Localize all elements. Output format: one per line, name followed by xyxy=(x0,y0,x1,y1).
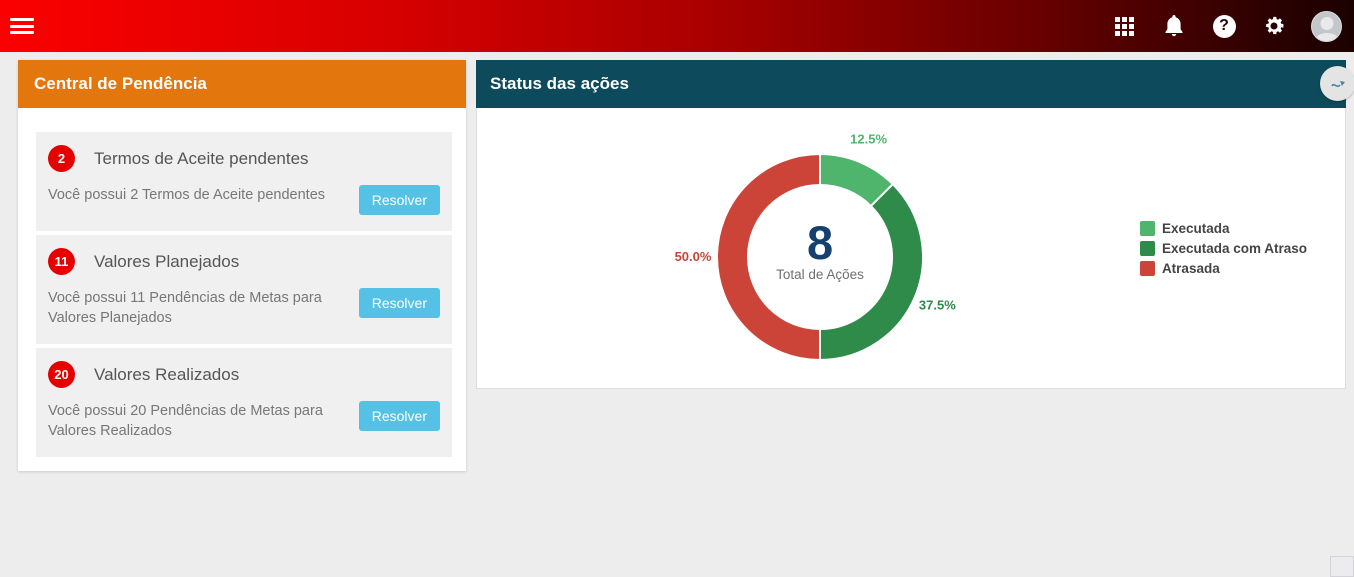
help-icon[interactable]: ? xyxy=(1211,13,1237,39)
pending-center-panel: Central de Pendência 2 Termos de Aceite … xyxy=(18,60,466,471)
chart-legend: Executada Executada com Atraso Atrasada xyxy=(1139,220,1307,276)
pending-item-title: Valores Realizados xyxy=(94,364,240,384)
pending-item-description: Você possui 2 Termos de Aceite pendentes xyxy=(48,187,326,203)
status-panel-header: Status das ações xyxy=(476,60,1354,108)
grid-glyph xyxy=(1114,16,1134,36)
panel-header-action-button[interactable] xyxy=(1320,66,1354,101)
top-navbar: ? xyxy=(0,0,1354,52)
bell-glyph xyxy=(1165,15,1183,37)
user-avatar[interactable] xyxy=(1311,10,1342,42)
donut-slice-2[interactable] xyxy=(716,152,821,362)
legend-swatch xyxy=(1139,220,1155,236)
status-panel-title: Status das ações xyxy=(490,74,629,93)
pending-item-termos-aceite: 2 Termos de Aceite pendentes Você possui… xyxy=(36,132,452,231)
donut-center-label: Total de Ações xyxy=(776,267,864,282)
pending-item-title: Termos de Aceite pendentes xyxy=(94,148,309,168)
legend-swatch xyxy=(1139,240,1155,256)
legend-item-0[interactable]: Executada xyxy=(1139,220,1307,236)
apps-grid-icon[interactable] xyxy=(1111,13,1137,39)
count-badge: 2 xyxy=(48,145,75,172)
pending-item-description: Você possui 11 Pendências de Metas para … xyxy=(48,290,322,326)
notifications-bell-icon[interactable] xyxy=(1161,13,1187,39)
pending-panel-title: Central de Pendência xyxy=(34,74,207,93)
pending-panel-body: 2 Termos de Aceite pendentes Você possui… xyxy=(18,108,466,471)
pending-item-title: Valores Planejados xyxy=(94,251,240,271)
resolver-button[interactable]: Resolver xyxy=(358,185,440,215)
gear-glyph xyxy=(1266,16,1284,35)
legend-label: Executada xyxy=(1161,220,1230,236)
question-mark-glyph: ? xyxy=(1212,14,1236,38)
slice-percent-label: 12.5% xyxy=(850,132,887,147)
resolver-button[interactable]: Resolver xyxy=(358,288,440,318)
count-badge: 20 xyxy=(48,361,75,388)
legend-item-1[interactable]: Executada com Atraso xyxy=(1139,240,1307,256)
donut-chart: 12.5% 37.5% 50.0% 8 Total de Ações xyxy=(670,119,970,377)
settings-gear-icon[interactable] xyxy=(1261,13,1287,39)
status-actions-panel: Status das ações 12.5% 37.5% 50.0% 8 Total d… xyxy=(476,60,1354,389)
slice-percent-label: 37.5% xyxy=(919,298,956,313)
legend-label: Atrasada xyxy=(1161,260,1220,276)
pending-panel-header: Central de Pendência xyxy=(18,60,466,108)
slice-percent-label: 50.0% xyxy=(675,249,712,264)
main-content: Central de Pendência 2 Termos de Aceite … xyxy=(0,52,1354,471)
donut-slice-1[interactable] xyxy=(819,182,924,362)
pending-item-description: Você possui 20 Pendências de Metas para … xyxy=(48,403,323,439)
status-panel-body: 12.5% 37.5% 50.0% 8 Total de Ações Executada… xyxy=(476,108,1346,389)
topbar-icons: ? xyxy=(1111,10,1342,42)
pending-item-valores-planejados: 11 Valores Planejados Você possui 11 Pen… xyxy=(36,235,452,344)
avatar-icon xyxy=(1311,10,1342,42)
count-badge: 11 xyxy=(48,248,75,275)
scrollbar-corner[interactable] xyxy=(1330,556,1354,577)
resolver-button[interactable]: Resolver xyxy=(358,401,440,431)
legend-swatch xyxy=(1139,260,1155,276)
legend-item-2[interactable]: Atrasada xyxy=(1139,260,1307,276)
donut-center-value: 8 xyxy=(807,216,833,269)
legend-label: Executada com Atraso xyxy=(1161,240,1307,256)
export-icon xyxy=(1330,80,1345,87)
pending-item-valores-realizados: 20 Valores Realizados Você possui 20 Pen… xyxy=(36,348,452,457)
hamburger-menu-icon[interactable] xyxy=(10,18,34,34)
